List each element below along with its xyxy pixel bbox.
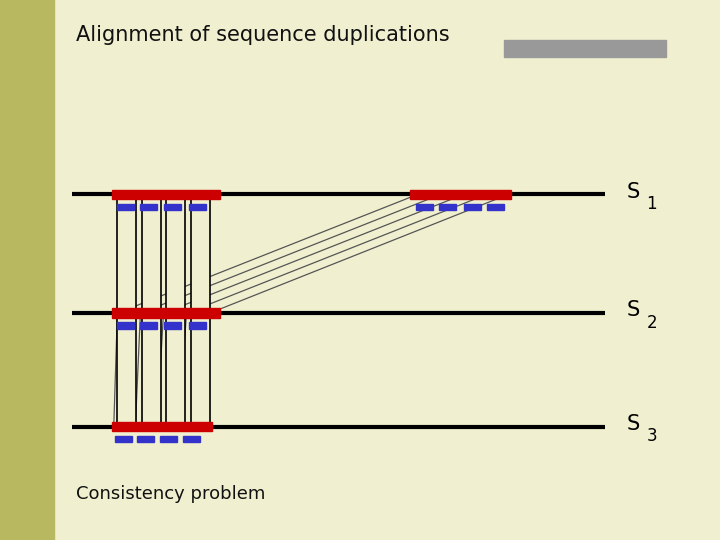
Text: S: S bbox=[626, 300, 639, 321]
Bar bbox=[504, 40, 666, 57]
Bar bbox=[487, 204, 504, 210]
Bar bbox=[189, 204, 206, 210]
Bar bbox=[142, 314, 161, 426]
Bar bbox=[112, 308, 220, 318]
Bar bbox=[164, 204, 181, 210]
Text: Alignment of sequence duplications: Alignment of sequence duplications bbox=[76, 25, 449, 45]
Text: 2: 2 bbox=[647, 314, 657, 332]
Bar bbox=[117, 204, 134, 210]
Bar bbox=[189, 322, 206, 329]
Bar bbox=[191, 314, 210, 426]
Text: S: S bbox=[626, 181, 639, 202]
Text: 1: 1 bbox=[647, 195, 657, 213]
Text: 3: 3 bbox=[647, 427, 657, 446]
Bar bbox=[439, 204, 456, 210]
Bar bbox=[0, 0, 54, 540]
Bar bbox=[112, 190, 220, 199]
Bar bbox=[117, 195, 136, 312]
Bar bbox=[160, 436, 177, 442]
Text: S: S bbox=[626, 414, 639, 434]
Bar bbox=[164, 322, 181, 329]
Bar bbox=[166, 314, 185, 426]
Bar bbox=[117, 322, 134, 329]
Bar bbox=[115, 436, 132, 442]
Bar bbox=[142, 195, 161, 312]
Bar bbox=[464, 204, 481, 210]
Bar bbox=[191, 195, 210, 312]
Bar bbox=[183, 436, 200, 442]
Text: Consistency problem: Consistency problem bbox=[76, 485, 265, 503]
Bar bbox=[117, 314, 136, 426]
Bar bbox=[140, 322, 157, 329]
Bar bbox=[416, 204, 433, 210]
Bar bbox=[140, 204, 157, 210]
Bar bbox=[410, 190, 511, 199]
Bar bbox=[166, 195, 185, 312]
Bar bbox=[137, 436, 154, 442]
Bar bbox=[112, 422, 212, 431]
